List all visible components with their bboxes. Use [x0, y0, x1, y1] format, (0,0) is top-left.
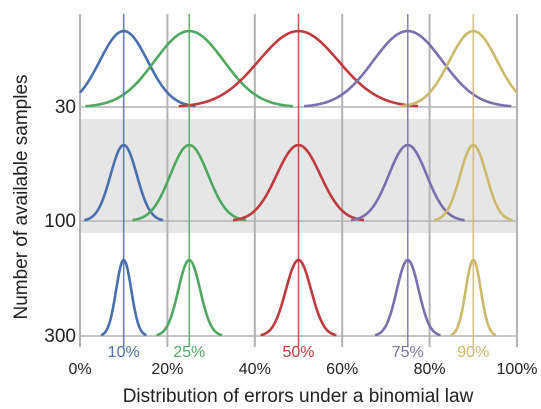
x-tick-label: 20% — [151, 361, 183, 378]
distribution-curve — [79, 29, 196, 108]
series-label: 50% — [282, 344, 314, 361]
row-label: 30 — [55, 97, 76, 118]
series-label: 75% — [392, 344, 424, 361]
x-tick-label: 40% — [239, 361, 271, 378]
x-tick-label: 60% — [326, 361, 358, 378]
x-tick-label: 0% — [68, 361, 91, 378]
distribution-curve — [401, 29, 518, 108]
row-label: 100 — [44, 211, 76, 232]
x-tick-label: 100% — [497, 361, 538, 378]
series-label: 25% — [173, 344, 205, 361]
y-axis-label: Number of available samples — [11, 74, 32, 319]
series-label: 90% — [457, 344, 489, 361]
x-axis-label: Distribution of errors under a binomial … — [123, 386, 474, 407]
x-tick-label: 80% — [414, 361, 446, 378]
row-label: 300 — [44, 326, 76, 347]
series-label: 10% — [108, 344, 140, 361]
